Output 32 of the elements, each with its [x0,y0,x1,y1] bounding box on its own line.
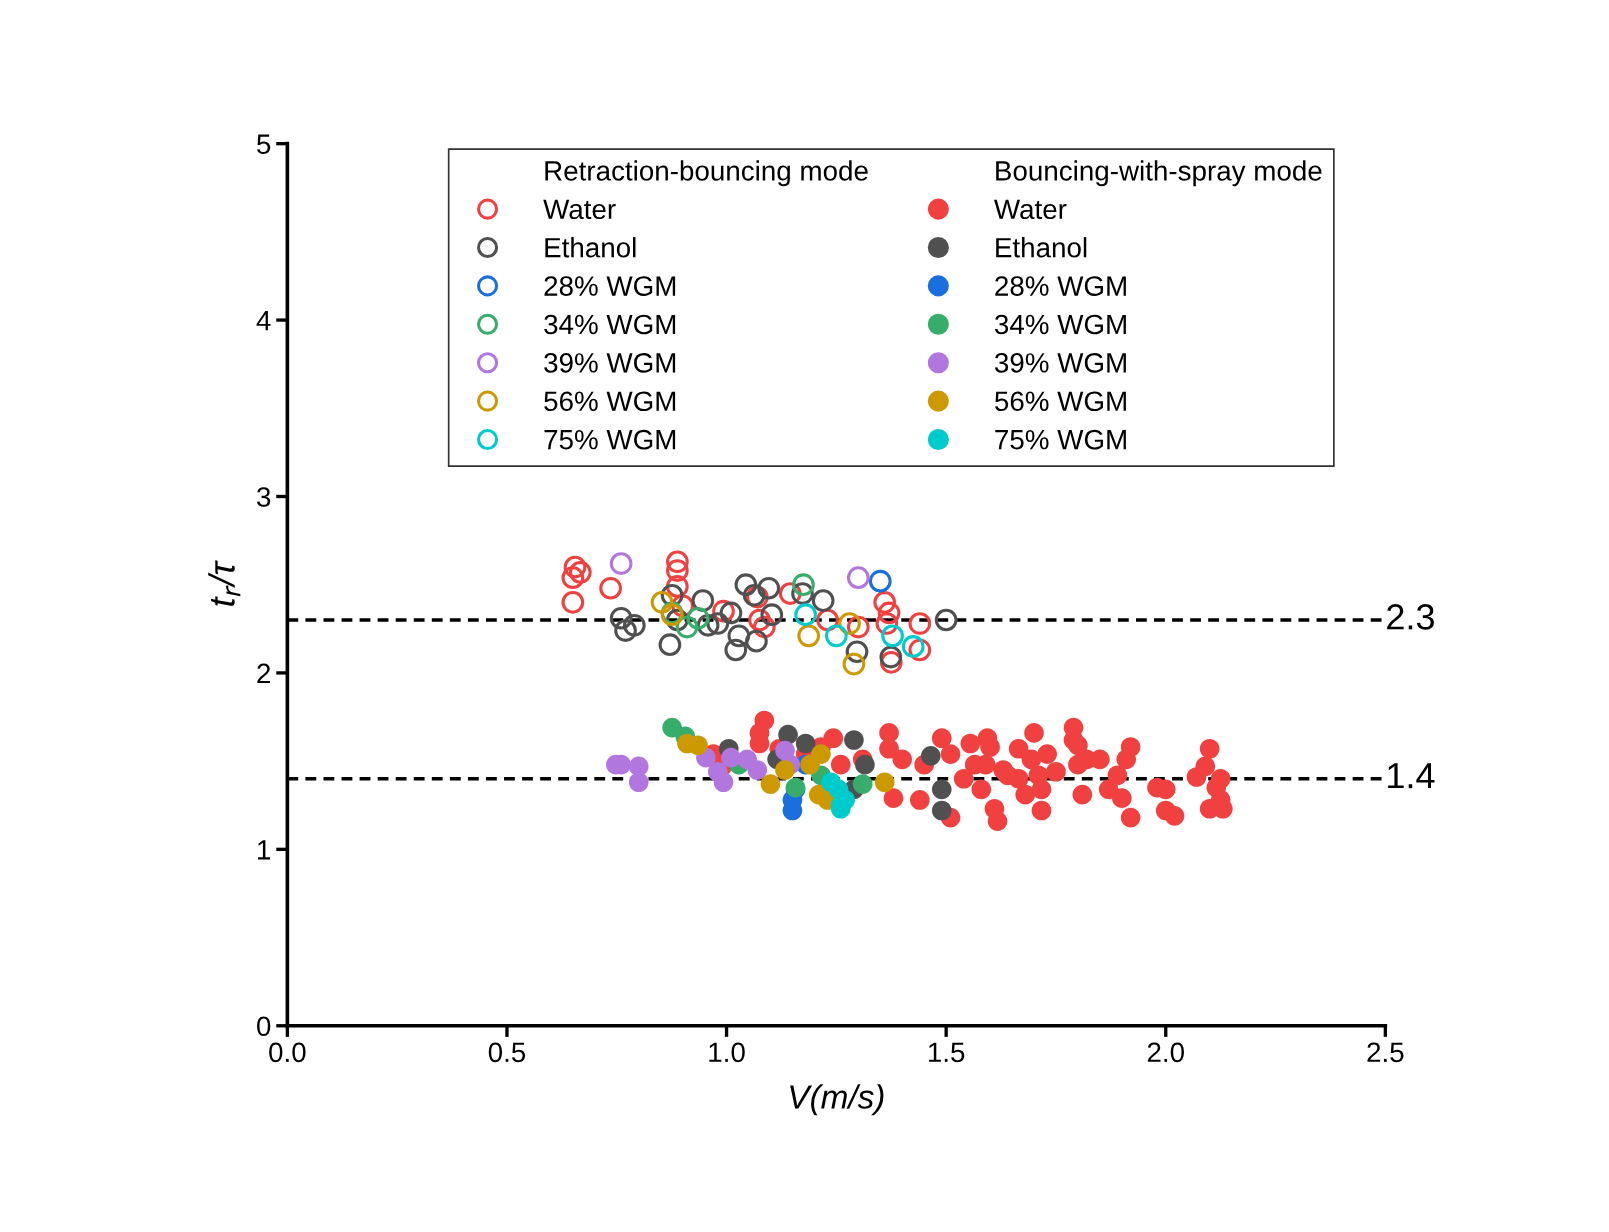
legend-label: 34% WGM [544,314,676,335]
x-tick-label: 0.0 [269,1042,306,1063]
annotation: Retraction-bouncing mode [545,160,868,187]
legend-label: Ethanol [545,237,636,258]
legend-label: 75% WGM [995,429,1126,450]
y-axis-title: t$_{r}$/τ [208,560,241,606]
y-tick-label: 2 [257,663,270,683]
x-axis-title: V(m/s) [790,1084,884,1116]
legend-label: Water [543,199,616,220]
y-tick-label: 1 [258,840,271,860]
y-tick-label: 0 [257,1016,271,1037]
y-tick-label: 4 [256,311,271,331]
legend-label: 34% WGM [994,314,1126,335]
legend-label: Water [994,199,1067,220]
legend-label: 39% WGM [544,353,676,373]
legend-label: 28% WGM [995,276,1126,296]
ref-line-label: 1.4 [1388,763,1435,789]
ref-line-label: 2.3 [1387,604,1434,630]
y-tick-label: 3 [257,487,271,507]
x-tick-label: 2.5 [1367,1042,1404,1063]
x-tick-label: 0.5 [488,1042,526,1063]
legend-label: 75% WGM [544,429,676,450]
x-tick-label: 1.0 [709,1042,745,1063]
annotation: Bouncing-with-spray mode [996,160,1322,187]
legend-label: 56% WGM [544,391,676,412]
legend-label: Ethanol [996,237,1087,258]
legend-label: 28% WGM [544,276,676,296]
y-tick-label: 5 [257,134,271,154]
x-tick-label: 2.0 [1147,1042,1184,1063]
legend-label: 39% WGM [994,353,1126,373]
legend-label: 56% WGM [995,391,1126,412]
x-tick-label: 1.5 [928,1042,965,1063]
